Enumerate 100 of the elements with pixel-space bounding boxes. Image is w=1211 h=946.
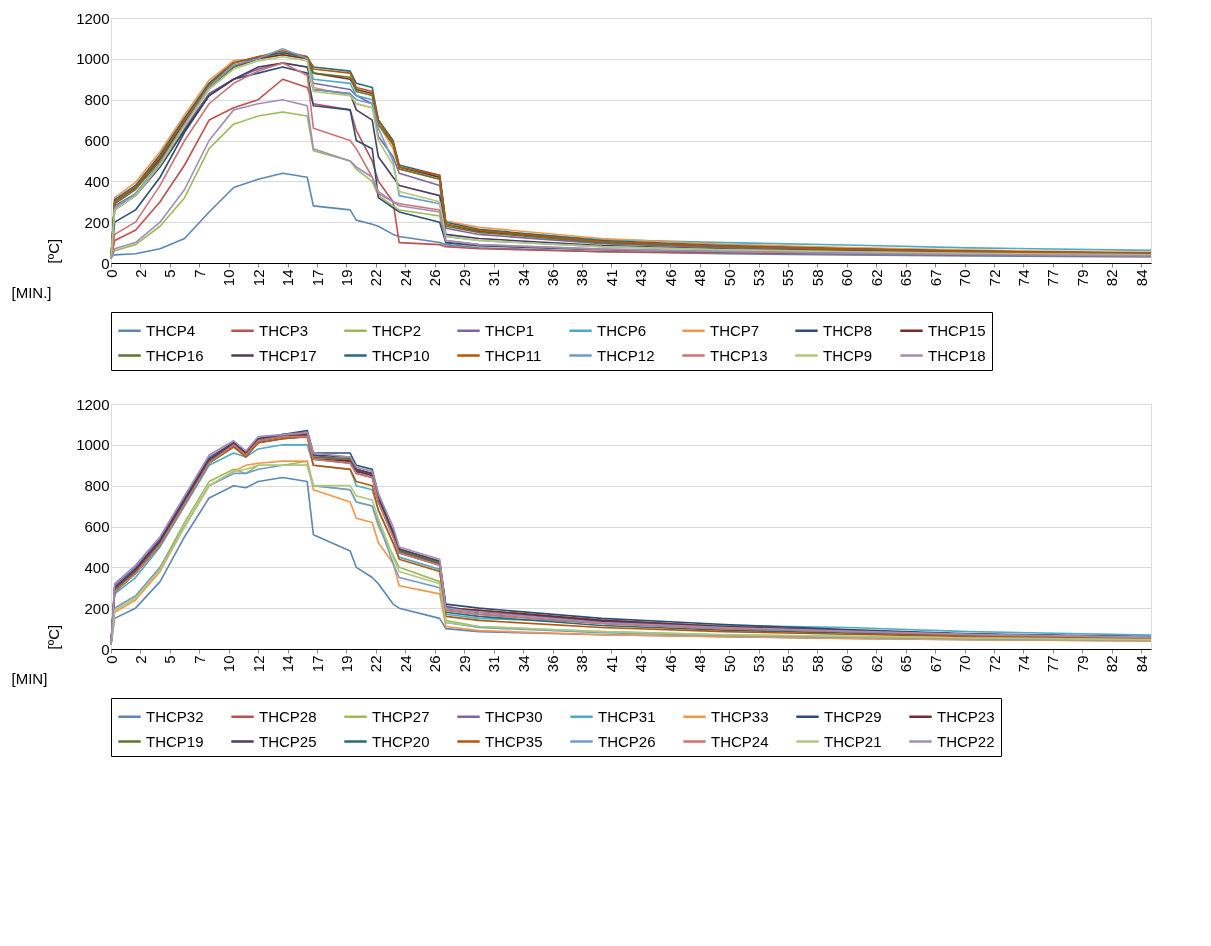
legend-label: THCP21 — [824, 732, 882, 750]
x-tick-label: 19 — [337, 269, 355, 287]
x-tick-label: 65 — [897, 269, 915, 287]
legend-label: THCP30 — [485, 707, 543, 725]
legend-label: THCP35 — [485, 732, 543, 750]
legend-label: THCP19 — [146, 732, 204, 750]
legend-label: THCP29 — [824, 707, 882, 725]
x-tick-label: 36 — [544, 655, 562, 673]
legend-label: THCP6 — [597, 321, 647, 339]
x-tick-label: 48 — [691, 269, 709, 287]
x-tick-label: 7 — [190, 269, 208, 278]
legend-label: THCP1 — [485, 321, 535, 339]
x-tick-label: 26 — [426, 655, 444, 673]
x-tick-label: 84 — [1132, 269, 1150, 287]
y-tick-label: 600 — [84, 132, 110, 149]
legend-label: THCP9 — [823, 346, 873, 364]
legend-label: THCP3 — [259, 321, 309, 339]
x-axis-title: [MIN.] — [11, 283, 52, 301]
legend-label: THCP25 — [259, 732, 317, 750]
x-tick-label: 82 — [1103, 655, 1121, 673]
x-tick-label: 29 — [455, 269, 473, 287]
x-tick-label: 31 — [485, 269, 503, 287]
y-tick-label: 800 — [84, 91, 110, 109]
legend-label: THCP10 — [372, 346, 430, 364]
x-tick-label: 65 — [897, 655, 915, 673]
x-tick-label: 12 — [249, 269, 267, 287]
x-tick-label: 17 — [308, 655, 326, 673]
legend-label: THCP7 — [710, 321, 760, 339]
x-tick-label: 12 — [249, 655, 267, 673]
x-tick-label: 74 — [1014, 655, 1032, 673]
x-tick-label: 38 — [573, 269, 591, 287]
legend-label: THCP22 — [937, 732, 995, 750]
x-tick-label: 22 — [367, 655, 385, 673]
y-tick-label: 400 — [84, 172, 110, 190]
x-tick-label: 60 — [838, 655, 856, 673]
legend-label: THCP18 — [928, 346, 986, 364]
x-tick-label: 72 — [985, 269, 1003, 287]
x-tick-label: 77 — [1044, 269, 1062, 287]
y-tick-label: 1200 — [76, 9, 110, 27]
x-tick-label: 31 — [485, 655, 503, 673]
legend-label: THCP31 — [598, 707, 656, 725]
x-tick-label: 46 — [661, 655, 679, 673]
x-tick-label: 67 — [926, 655, 944, 673]
x-tick-label: 26 — [426, 269, 444, 287]
x-tick-label: 34 — [514, 655, 532, 673]
legend-label: THCP26 — [598, 732, 656, 750]
x-tick-label: 24 — [396, 269, 414, 287]
y-tick-label: 1200 — [76, 395, 110, 413]
x-tick-label: 17 — [308, 269, 326, 287]
y-tick-label: 600 — [84, 518, 110, 535]
y-tick-label: 1000 — [76, 436, 110, 454]
x-tick-label: 55 — [779, 655, 797, 673]
x-tick-label: 60 — [838, 269, 856, 287]
x-tick-label: 62 — [867, 655, 885, 673]
x-tick-label: 41 — [602, 269, 620, 287]
x-tick-label: 72 — [985, 655, 1003, 673]
x-tick-label: 2 — [131, 655, 149, 664]
x-tick-label: 2 — [131, 269, 149, 278]
x-tick-label: 82 — [1103, 269, 1121, 287]
legend-label: THCP2 — [372, 321, 422, 339]
x-tick-label: 53 — [750, 269, 768, 287]
x-tick-label: 48 — [691, 655, 709, 673]
y-axis-title: [ºC] — [45, 624, 63, 650]
legend-label: THCP32 — [146, 707, 204, 725]
x-tick-label: 67 — [926, 269, 944, 287]
legend-label: THCP27 — [372, 707, 430, 725]
x-tick-label: 7 — [190, 655, 208, 664]
legend-label: THCP12 — [597, 346, 655, 364]
x-tick-label: 58 — [808, 269, 826, 287]
x-tick-label: 70 — [956, 655, 974, 673]
legend-label: THCP8 — [823, 321, 873, 339]
x-tick-label: 5 — [161, 655, 179, 664]
x-tick-label: 58 — [808, 655, 826, 673]
x-tick-label: 14 — [279, 269, 297, 287]
x-tick-label: 41 — [602, 655, 620, 673]
x-tick-label: 19 — [337, 655, 355, 673]
legend-label: THCP4 — [146, 321, 196, 339]
x-tick-label: 5 — [161, 269, 179, 278]
x-tick-label: 46 — [661, 269, 679, 287]
legend-label: THCP15 — [928, 321, 986, 339]
x-tick-label: 10 — [220, 269, 238, 287]
legend-label: THCP11 — [485, 346, 542, 364]
x-tick-label: 77 — [1044, 655, 1062, 673]
x-tick-label: 50 — [720, 655, 738, 673]
legend-label: THCP28 — [259, 707, 317, 725]
x-tick-label: 38 — [573, 655, 591, 673]
x-tick-label: 10 — [220, 655, 238, 673]
x-tick-label: 22 — [367, 269, 385, 287]
x-tick-label: 79 — [1073, 655, 1091, 673]
legend-label: THCP23 — [937, 707, 995, 725]
x-tick-label: 50 — [720, 269, 738, 287]
y-axis-title: [ºC] — [45, 238, 63, 264]
x-tick-label: 43 — [632, 655, 650, 673]
x-tick-label: 74 — [1014, 269, 1032, 287]
x-tick-label: 34 — [514, 269, 532, 287]
x-tick-label: 36 — [544, 269, 562, 287]
x-tick-label: 55 — [779, 269, 797, 287]
x-tick-label: 24 — [396, 655, 414, 673]
y-tick-label: 200 — [84, 599, 110, 617]
x-tick-label: 70 — [956, 269, 974, 287]
